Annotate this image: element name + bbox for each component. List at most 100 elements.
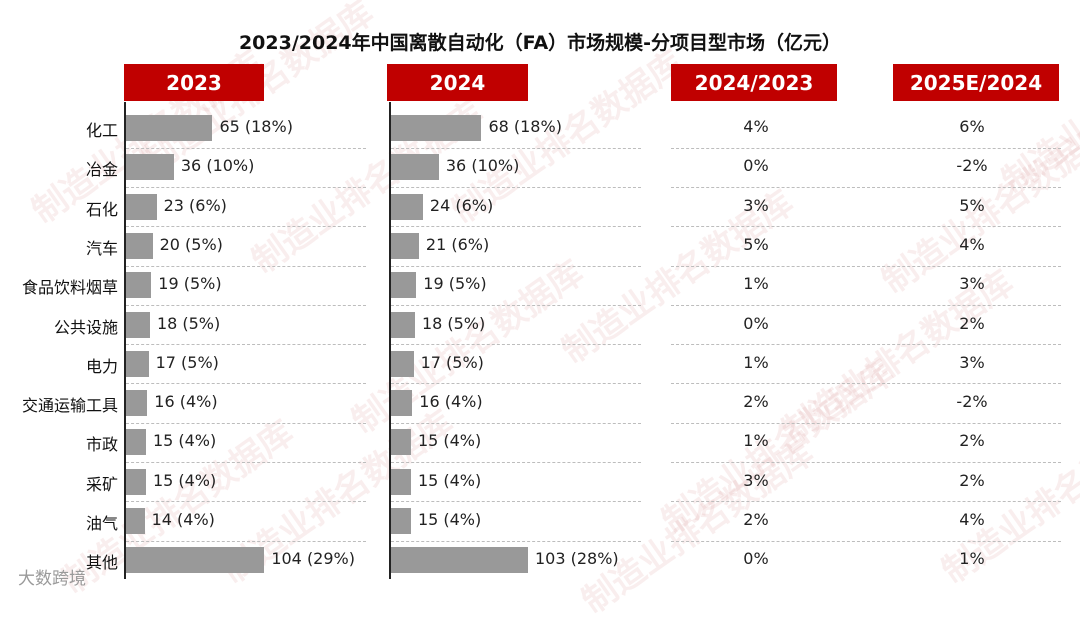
header-2023: 2023 — [124, 64, 264, 101]
row-separator — [126, 422, 366, 424]
bar-2023 — [126, 154, 174, 181]
growth-2024-2023: 3% — [743, 470, 769, 490]
row-separator — [671, 422, 1061, 424]
category-label: 采矿 — [85, 474, 118, 494]
bar-2023 — [126, 508, 145, 534]
bar-2024 — [391, 272, 417, 299]
data-label-2024: 16 (4%) — [419, 392, 483, 412]
header-growth-2025e-2024: 2025E/2024 — [893, 64, 1059, 101]
bar-2023 — [126, 547, 265, 574]
data-label-2024: 19 (5%) — [423, 274, 487, 294]
row-separator — [126, 540, 366, 542]
row-separator — [126, 265, 366, 267]
growth-2024-2023: 1% — [743, 274, 769, 294]
growth-2025e-2024: 5% — [959, 195, 985, 215]
row-separator — [671, 540, 1061, 542]
bar-2023 — [126, 311, 150, 338]
header-growth-2024-2023: 2024/2023 — [671, 64, 837, 101]
row-separator — [126, 147, 366, 149]
row-separator — [671, 383, 1061, 385]
bar-2024 — [391, 193, 423, 220]
data-label-2023: 15 (4%) — [152, 431, 217, 451]
data-label-2023: 23 (6%) — [163, 195, 227, 215]
bar-2024 — [391, 508, 411, 534]
data-label-2023: 104 (29%) — [271, 549, 355, 569]
category-label: 电力 — [85, 356, 118, 376]
data-label-2023: 36 (10%) — [180, 156, 255, 176]
row-separator — [671, 344, 1061, 346]
data-label-2024: 18 (5%) — [421, 313, 486, 333]
category-label: 其他 — [85, 553, 118, 573]
category-label: 冶金 — [85, 160, 118, 180]
bar-2024 — [391, 429, 411, 456]
growth-2025e-2024: 2% — [959, 313, 985, 333]
growth-2025e-2024: 4% — [959, 510, 985, 529]
row-separator — [391, 501, 641, 503]
watermark-text: 制造业排名数据库 — [655, 352, 901, 542]
bar-2024 — [391, 115, 482, 141]
header-2024: 2024 — [387, 64, 528, 101]
bar-2024 — [391, 154, 439, 181]
row-separator — [391, 186, 641, 188]
category-label: 食品饮料烟草 — [21, 278, 118, 298]
bar-2024 — [391, 311, 415, 338]
data-label-2024: 68 (18%) — [488, 117, 562, 136]
growth-2025e-2024: 6% — [959, 117, 985, 136]
row-separator — [126, 383, 366, 385]
bar-2024 — [391, 390, 413, 417]
bar-2024 — [391, 547, 528, 574]
data-label-2023: 18 (5%) — [156, 313, 221, 333]
axis-2023 — [124, 102, 126, 579]
data-label-2024: 21 (6%) — [425, 234, 490, 254]
data-label-2024: 15 (4%) — [417, 431, 482, 451]
bar-2024 — [391, 468, 411, 495]
growth-2025e-2024: 1% — [959, 549, 985, 569]
bar-2023 — [126, 429, 146, 456]
row-separator — [391, 383, 641, 385]
bar-2023 — [126, 272, 152, 299]
bar-2024 — [391, 350, 414, 377]
growth-2025e-2024: 3% — [959, 274, 985, 294]
row-separator — [671, 501, 1061, 503]
data-label-2024: 17 (5%) — [420, 352, 484, 372]
category-label: 市政 — [85, 435, 118, 455]
row-separator — [391, 540, 641, 542]
row-separator — [391, 147, 641, 149]
row-separator — [126, 501, 366, 503]
growth-2024-2023: 3% — [743, 195, 769, 215]
row-separator — [671, 304, 1061, 306]
row-separator — [671, 147, 1061, 149]
row-separator — [126, 344, 366, 346]
growth-2025e-2024: -2% — [956, 156, 988, 176]
row-separator — [391, 462, 641, 464]
row-separator — [671, 265, 1061, 267]
data-label-2024: 103 (28%) — [534, 549, 619, 569]
growth-2024-2023: 5% — [743, 234, 769, 254]
growth-2024-2023: 2% — [743, 510, 769, 529]
footer-brand: 大数跨境 — [18, 569, 86, 589]
axis-2024 — [389, 102, 391, 579]
data-label-2023: 16 (4%) — [154, 392, 218, 412]
data-label-2023: 20 (5%) — [159, 234, 223, 254]
row-separator — [391, 226, 641, 228]
growth-2024-2023: 0% — [743, 549, 769, 569]
bar-2023 — [126, 468, 146, 495]
growth-2025e-2024: -2% — [956, 392, 988, 412]
growth-2024-2023: 2% — [743, 392, 769, 412]
data-label-2023: 65 (18%) — [219, 117, 293, 136]
category-label: 石化 — [85, 199, 118, 219]
data-label-2023: 17 (5%) — [155, 352, 219, 372]
row-separator — [126, 462, 366, 464]
watermark-text: 制造业排名数据库 — [935, 402, 1080, 592]
growth-2025e-2024: 4% — [959, 234, 985, 254]
row-separator — [126, 226, 366, 228]
row-separator — [391, 304, 641, 306]
growth-2024-2023: 1% — [743, 352, 769, 372]
row-separator — [126, 186, 366, 188]
bar-2023 — [126, 350, 149, 377]
data-label-2024: 36 (10%) — [445, 156, 520, 176]
bar-2023 — [126, 390, 148, 417]
row-separator — [391, 344, 641, 346]
growth-2024-2023: 0% — [743, 313, 769, 333]
data-label-2024: 15 (4%) — [417, 470, 482, 490]
